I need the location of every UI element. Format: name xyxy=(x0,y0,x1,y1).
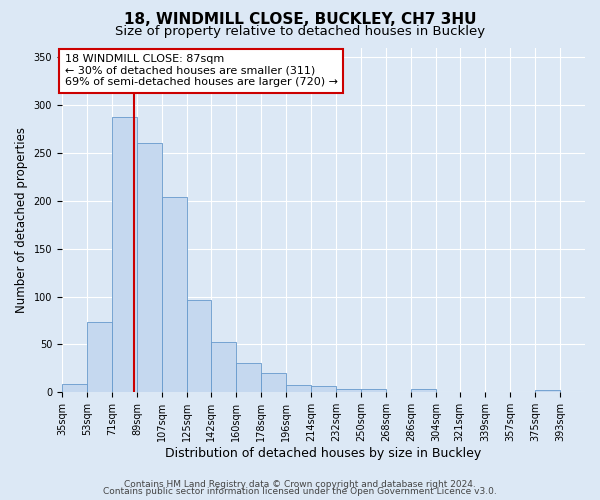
Bar xyxy=(361,388,386,392)
Bar xyxy=(336,388,361,392)
Y-axis label: Number of detached properties: Number of detached properties xyxy=(15,127,28,313)
Bar xyxy=(411,390,436,392)
Bar xyxy=(211,342,236,392)
Text: 18 WINDMILL CLOSE: 87sqm
← 30% of detached houses are smaller (311)
69% of semi-: 18 WINDMILL CLOSE: 87sqm ← 30% of detach… xyxy=(65,54,338,88)
Bar xyxy=(112,118,137,392)
Text: Contains HM Land Registry data © Crown copyright and database right 2024.: Contains HM Land Registry data © Crown c… xyxy=(124,480,476,489)
Text: 18, WINDMILL CLOSE, BUCKLEY, CH7 3HU: 18, WINDMILL CLOSE, BUCKLEY, CH7 3HU xyxy=(124,12,476,28)
Bar xyxy=(261,373,286,392)
Bar xyxy=(236,362,261,392)
X-axis label: Distribution of detached houses by size in Buckley: Distribution of detached houses by size … xyxy=(166,447,482,460)
Bar xyxy=(535,390,560,392)
Text: Contains public sector information licensed under the Open Government Licence v3: Contains public sector information licen… xyxy=(103,487,497,496)
Bar xyxy=(62,384,87,392)
Text: Size of property relative to detached houses in Buckley: Size of property relative to detached ho… xyxy=(115,25,485,38)
Bar xyxy=(187,300,211,392)
Bar xyxy=(311,386,336,392)
Bar xyxy=(87,322,112,392)
Bar xyxy=(137,144,162,392)
Bar xyxy=(162,197,187,392)
Bar xyxy=(286,384,311,392)
